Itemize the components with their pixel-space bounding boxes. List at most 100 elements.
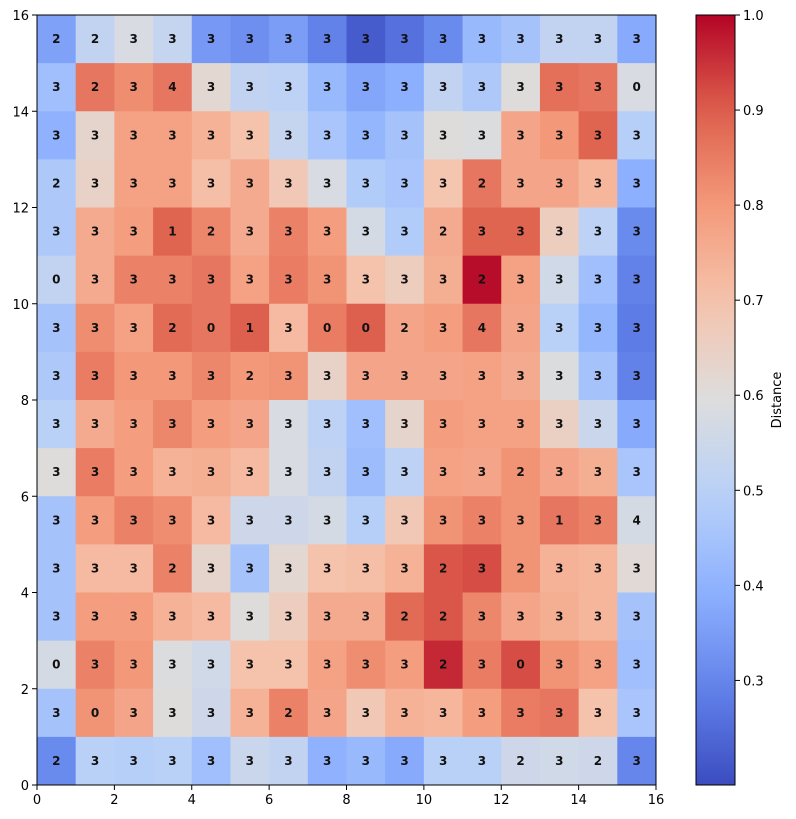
heatmap-cell [346,448,386,497]
cell-label: 3 [284,273,292,287]
heatmap-cell [153,255,193,305]
cell-label: 3 [91,610,99,624]
cell-label: 3 [362,513,370,527]
cell-label: 3 [632,465,640,479]
heatmap-cell [423,351,464,401]
cell-label: 2 [91,32,99,46]
heatmap-cell [37,159,77,208]
cell-label: 2 [52,32,60,46]
cell-label: 3 [52,128,60,142]
cell-label: 3 [52,465,60,479]
heatmap-cell [346,351,386,401]
heatmap-cell [462,207,502,257]
heatmap-cell [385,448,425,497]
heatmap-cell [153,640,193,690]
heatmap-cell [153,111,193,160]
heatmap-cell [462,688,502,738]
heatmap-cell [539,640,580,690]
y-tick-label: 16 [12,9,29,24]
cell-label: 3 [207,465,215,479]
heatmap-cell [617,496,657,545]
heatmap-cell [153,736,193,786]
cell-label: 3 [207,273,215,287]
heatmap-cell [37,592,77,642]
cell-label: 3 [632,128,640,142]
heatmap-cell [346,207,386,257]
heatmap-cell [462,544,502,593]
heatmap-cell [462,351,502,401]
cell-label: 4 [632,513,640,527]
cell-label: 3 [91,321,99,335]
heatmap-cell [307,63,347,112]
heatmap-cell [423,544,464,593]
cell-label: 3 [362,610,370,624]
heatmap-cell [462,15,502,64]
heatmap-cell [501,544,541,593]
heatmap-cell [462,736,502,786]
heatmap-cell [385,15,425,64]
cell-label: 3 [246,706,254,720]
cell-label: 0 [362,321,370,335]
heatmap-cell [385,303,425,353]
heatmap-cell [307,736,347,786]
heatmap-cell [269,448,309,497]
heatmap-cell [307,255,347,305]
heatmap-cell [269,736,309,786]
heatmap-cell [153,15,193,64]
cell-label: 1 [555,513,563,527]
cell-label: 3 [555,706,563,720]
cell-label: 3 [478,706,486,720]
heatmap-cell [346,255,386,305]
cell-label: 3 [516,273,524,287]
cell-label: 3 [284,32,292,46]
heatmap-cell [153,448,193,497]
cell-label: 3 [52,80,60,94]
y-tick-label: 12 [12,202,29,217]
cell-label: 3 [439,369,447,383]
heatmap-cell [230,15,270,64]
cell-label: 3 [323,225,331,239]
heatmap-cell [462,400,502,449]
cell-label: 2 [478,176,486,190]
cell-label: 3 [555,754,563,768]
heatmap-cell [269,111,309,160]
heatmap-cell [153,496,193,545]
heatmap-cell [191,688,231,738]
heatmap-cell [230,111,270,160]
heatmap-cell [539,448,580,497]
cell-label: 3 [130,225,138,239]
cell-label: 3 [400,706,408,720]
cell-label: 3 [516,321,524,335]
cell-label: 2 [439,610,447,624]
heatmap-cell [37,496,77,545]
cell-label: 3 [555,128,563,142]
cell-label: 3 [168,610,176,624]
cell-label: 3 [362,32,370,46]
heatmap-cell [269,207,309,257]
cell-label: 3 [246,658,254,672]
cell-label: 0 [52,273,60,287]
heatmap-cell [617,400,657,449]
heatmap-cell [385,111,425,160]
heatmap-cell [346,496,386,545]
heatmap-cell [269,496,309,545]
cell-label: 2 [439,561,447,575]
heatmap-cell [307,159,347,208]
cell-label: 3 [594,176,602,190]
x-tick-label: 6 [265,793,273,808]
cell-label: 3 [439,273,447,287]
cell-label: 3 [478,417,486,431]
cell-label: 3 [362,417,370,431]
cell-label: 3 [555,561,563,575]
heatmap-cell [191,640,231,690]
cell-label: 3 [130,128,138,142]
heatmap-cell [307,448,347,497]
cell-label: 3 [594,369,602,383]
cell-labels: 2 2 3 3 3 3 3 3 3 3 3 3 3 3 3 3 3 2 3 4 3 3 3 3 3 3 3 3 3 3 3 0 3 3 3 3 3 3 3 3… [52,32,641,768]
cell-label: 3 [516,417,524,431]
cell-label: 3 [516,513,524,527]
cell-label: 3 [516,80,524,94]
heatmap-cell [423,400,464,449]
cell-label: 3 [284,610,292,624]
heatmap-cell [423,111,464,160]
